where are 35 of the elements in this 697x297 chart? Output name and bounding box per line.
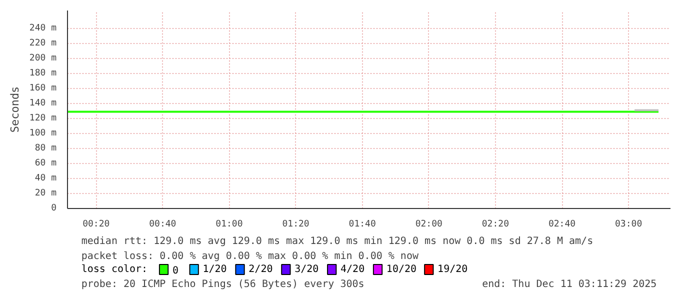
text: packet loss: 0.00 % avg 0.00 % max 0.00 % min 0.00 % now: [81, 251, 420, 262]
y-axis-title: Seconds: [8, 86, 22, 133]
x-tick-label: 01:00: [216, 220, 243, 230]
y-tick-label: 60 m: [34, 158, 57, 168]
legend-label: 19/20: [438, 264, 468, 275]
y-tick-label: 220 m: [29, 38, 56, 48]
y-tick-label: 120 m: [29, 114, 56, 124]
text: end: Thu Dec 11 03:11:29 2025: [482, 279, 657, 290]
legend-label: 2/20: [248, 264, 273, 275]
y-tick-label: 40 m: [34, 174, 57, 184]
legend-label: 4/20: [340, 264, 365, 275]
y-tick-label: 240 m: [29, 24, 56, 34]
y-tick-label: 100 m: [29, 128, 56, 138]
legend-label: 3/20: [294, 264, 319, 275]
y-tick-label: 180 m: [29, 68, 56, 78]
x-tick-label: 02:00: [415, 220, 442, 230]
y-tick-label: 140 m: [29, 98, 56, 108]
y-tick-label: 0: [51, 204, 57, 214]
legend-label: 0: [172, 266, 178, 276]
x-tick-label: 01:20: [282, 220, 310, 230]
legend-label: 10/20: [386, 264, 417, 275]
text: probe: 20 ICMP Echo Pings (56 Bytes) every 300s: [81, 279, 364, 290]
x-tick-label: 02:20: [482, 220, 509, 230]
x-tick-label: 00:40: [149, 220, 176, 230]
legend-label: 1/20: [202, 264, 227, 275]
x-tick-label: 01:40: [348, 220, 376, 230]
y-tick-label: 160 m: [29, 84, 56, 94]
legend-title: loss color:: [81, 264, 148, 275]
x-tick-label: 00:20: [82, 220, 110, 230]
x-tick-label: 03:00: [615, 220, 642, 230]
y-tick-label: 20 m: [34, 188, 57, 198]
text: median rtt: 129.0 ms avg 129.0 ms max 129.0 ms min 129.0 ms now 0.0 ms sd 27.8 M am/s: [81, 236, 594, 247]
x-tick-label: 02:40: [548, 220, 576, 230]
y-tick-label: 200 m: [29, 54, 56, 64]
y-tick-label: 80 m: [34, 144, 57, 154]
